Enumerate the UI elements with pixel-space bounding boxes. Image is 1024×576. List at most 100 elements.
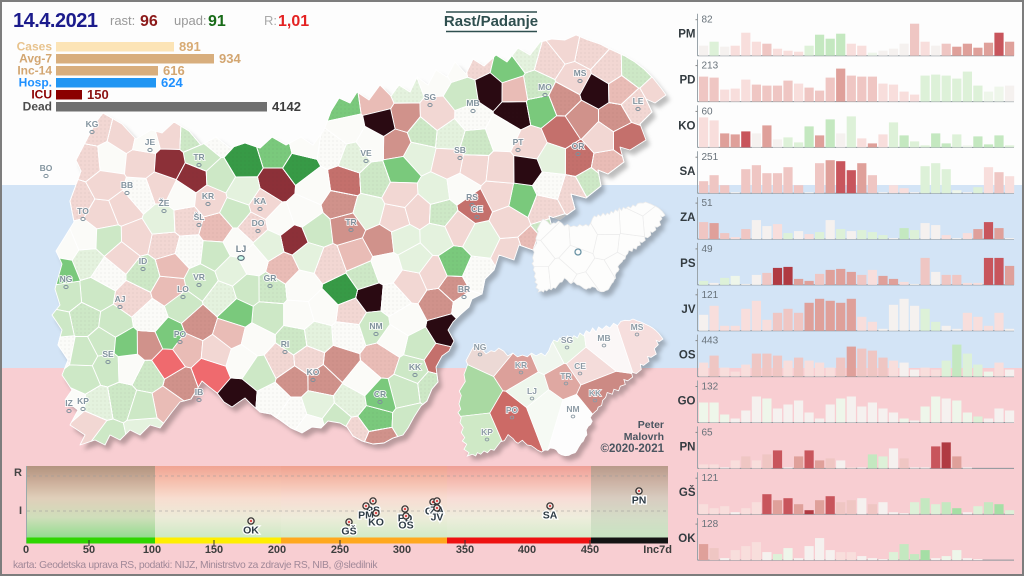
svg-text:DO: DO [252, 218, 265, 228]
svg-text:ŽE: ŽE [159, 197, 170, 208]
svg-text:121: 121 [702, 290, 719, 301]
svg-text:Peter: Peter [638, 419, 664, 431]
svg-text:MB: MB [466, 98, 479, 108]
svg-text:132: 132 [702, 382, 719, 393]
svg-text:OS: OS [679, 350, 696, 362]
svg-text:Rast/Padanje: Rast/Padanje [444, 13, 538, 30]
svg-text:Avg-7: Avg-7 [19, 52, 52, 66]
svg-text:LJ: LJ [236, 244, 247, 254]
svg-text:PD: PD [680, 75, 696, 87]
svg-text:NG: NG [474, 342, 487, 352]
svg-text:PN: PN [632, 495, 647, 507]
svg-text:OK: OK [678, 533, 696, 545]
svg-text:KK: KK [589, 388, 602, 398]
svg-text:NG: NG [60, 274, 73, 284]
svg-text:891: 891 [179, 39, 201, 54]
svg-text:4142: 4142 [272, 99, 301, 114]
svg-text:ID: ID [139, 256, 148, 266]
svg-text:200: 200 [268, 544, 286, 556]
svg-text:BR: BR [458, 284, 470, 294]
svg-text:BB: BB [121, 180, 133, 190]
svg-text:ICU: ICU [31, 88, 52, 102]
svg-text:KO: KO [678, 120, 695, 132]
svg-text:GR: GR [264, 273, 277, 283]
svg-text:RI: RI [281, 339, 290, 349]
svg-text:MS: MS [574, 68, 587, 78]
svg-text:PT: PT [513, 137, 525, 147]
svg-text:SA: SA [680, 166, 696, 178]
svg-text:14.4.2021: 14.4.2021 [13, 10, 98, 32]
svg-text:100: 100 [143, 544, 161, 556]
svg-text:MO: MO [538, 82, 552, 92]
svg-text:SG: SG [561, 335, 574, 345]
svg-text:Inc-14: Inc-14 [17, 64, 52, 78]
svg-text:VE: VE [360, 148, 372, 158]
svg-text:SE: SE [102, 349, 114, 359]
svg-text:GŠ: GŠ [341, 525, 356, 538]
svg-text:Cases: Cases [17, 40, 53, 54]
svg-text:KK: KK [409, 362, 422, 372]
svg-text:96: 96 [140, 13, 158, 30]
svg-text:1,01: 1,01 [278, 13, 309, 30]
svg-text:KR: KR [202, 191, 214, 201]
svg-text:CR: CR [374, 389, 386, 399]
svg-text:350: 350 [456, 544, 474, 556]
svg-text:R: R [14, 467, 22, 479]
svg-text:GO: GO [678, 396, 696, 408]
svg-text:TO: TO [77, 206, 89, 216]
svg-text:KP: KP [481, 427, 493, 437]
svg-text:SA: SA [543, 510, 558, 522]
svg-text:karta: Geodetska uprava RS, p: karta: Geodetska uprava RS, podatki: NIJ… [13, 560, 378, 571]
svg-text:82: 82 [702, 15, 714, 26]
svg-text:JV: JV [681, 304, 695, 316]
svg-text:0: 0 [23, 544, 29, 556]
svg-text:CE: CE [471, 204, 483, 214]
svg-text:rast:: rast: [110, 13, 135, 28]
svg-text:213: 213 [702, 61, 719, 72]
svg-text:KP: KP [77, 396, 89, 406]
svg-text:Malovrh: Malovrh [624, 431, 664, 443]
svg-text:GŠ: GŠ [679, 486, 696, 499]
svg-text:ŠL: ŠL [194, 211, 205, 222]
svg-text:91: 91 [208, 13, 226, 30]
svg-text:OK: OK [243, 525, 259, 537]
svg-text:250: 250 [331, 544, 349, 556]
svg-text:251: 251 [702, 152, 719, 163]
svg-text:450: 450 [581, 544, 599, 556]
svg-text:LJ: LJ [527, 386, 537, 396]
svg-text:IZ: IZ [65, 398, 73, 408]
svg-text:NM: NM [566, 404, 579, 414]
svg-text:443: 443 [702, 336, 719, 347]
svg-text:PS: PS [680, 258, 696, 270]
svg-text:NM: NM [369, 321, 382, 331]
svg-text:©2020-2021: ©2020-2021 [601, 443, 665, 455]
svg-text:PM: PM [358, 510, 374, 522]
svg-text:300: 300 [393, 544, 411, 556]
svg-text:TR: TR [193, 152, 204, 162]
svg-text:KG: KG [86, 119, 99, 129]
svg-text:150: 150 [87, 87, 109, 102]
svg-text:R:: R: [264, 13, 277, 28]
svg-text:VR: VR [193, 272, 205, 282]
svg-text:CE: CE [574, 361, 586, 371]
svg-text:upad:: upad: [174, 13, 207, 28]
svg-text:50: 50 [83, 544, 95, 556]
svg-text:150: 150 [205, 544, 223, 556]
svg-text:KO: KO [307, 367, 320, 377]
svg-text:SB: SB [454, 145, 466, 155]
svg-text:PO: PO [506, 405, 519, 415]
svg-text:OS: OS [398, 520, 413, 532]
svg-text:60: 60 [702, 106, 714, 117]
svg-text:IB: IB [195, 387, 204, 397]
svg-text:KO: KO [368, 517, 384, 529]
svg-text:400: 400 [518, 544, 536, 556]
svg-text:49: 49 [702, 244, 714, 255]
svg-text:ZA: ZA [680, 212, 695, 224]
svg-text:LO: LO [177, 284, 189, 294]
svg-text:MS: MS [631, 322, 644, 332]
svg-text:SG: SG [424, 92, 437, 102]
svg-text:PM: PM [678, 29, 695, 41]
svg-text:TR: TR [560, 371, 571, 381]
svg-text:Hosp.: Hosp. [19, 76, 52, 90]
svg-text:KA: KA [254, 196, 266, 206]
